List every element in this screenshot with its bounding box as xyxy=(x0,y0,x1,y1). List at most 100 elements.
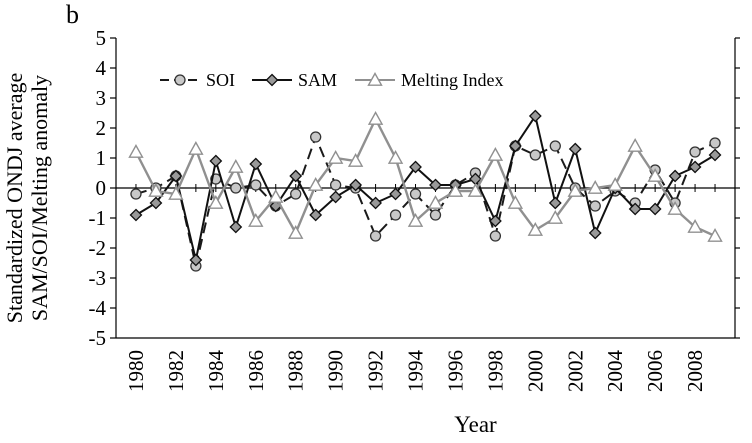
data-point xyxy=(230,182,242,194)
data-point xyxy=(389,187,402,201)
data-point xyxy=(527,222,544,236)
x-tick-label: 1990 xyxy=(324,350,348,392)
legend-label: Melting Index xyxy=(401,70,503,90)
x-tick-label: 1996 xyxy=(443,350,467,392)
y-tick-label: 5 xyxy=(96,26,107,50)
data-point xyxy=(289,169,303,183)
data-point xyxy=(488,214,502,228)
data-point xyxy=(268,189,284,203)
y-axis-label: Standardized ONDJ averageSAM/SOI/Melting… xyxy=(2,73,52,323)
y-tick-label: 1 xyxy=(96,146,107,170)
data-point xyxy=(389,209,402,221)
data-point xyxy=(429,209,442,221)
data-point xyxy=(409,160,422,174)
x-tick-label: 2006 xyxy=(643,350,667,392)
data-point xyxy=(647,168,663,182)
x-tick-label: 1984 xyxy=(204,350,228,393)
x-tick-label: 2002 xyxy=(563,350,587,392)
y-tick-label: -4 xyxy=(89,296,107,320)
y-tick-label: 4 xyxy=(96,56,107,80)
data-point xyxy=(369,196,382,210)
data-point xyxy=(208,195,224,209)
data-point xyxy=(708,148,722,162)
data-point xyxy=(429,178,442,192)
data-point xyxy=(367,111,384,125)
x-tick-label: 2000 xyxy=(523,350,547,392)
x-tick-label: 2004 xyxy=(603,350,627,393)
legend-marker xyxy=(367,72,383,86)
legend-item: SAM xyxy=(252,70,337,90)
series-line xyxy=(134,116,716,238)
data-point xyxy=(627,138,643,152)
legend-item: SOI xyxy=(160,70,235,90)
x-tick-label: 1998 xyxy=(483,350,507,392)
x-axis-label: Year xyxy=(454,412,497,437)
panel-label: b xyxy=(66,0,79,29)
data-point xyxy=(229,220,243,234)
y-tick-label: -1 xyxy=(89,206,107,230)
data-point xyxy=(607,177,623,191)
data-point xyxy=(687,219,703,233)
y-tick-label: 0 xyxy=(96,176,107,200)
data-point xyxy=(250,179,262,191)
data-point xyxy=(689,146,701,158)
axes: 5 4 3 2 1 0 -1 -2 -3 -4 -5 1980 1982 1984 1986 1988 1990… xyxy=(2,26,740,437)
y-axis-label-line: Standardized ONDJ average xyxy=(2,73,27,323)
data-point xyxy=(288,225,304,239)
series-layer xyxy=(128,109,723,272)
data-point xyxy=(347,153,364,167)
data-point xyxy=(387,150,404,164)
data-point xyxy=(169,169,183,183)
data-point xyxy=(307,177,324,191)
data-point xyxy=(568,142,582,156)
data-point xyxy=(290,188,302,200)
data-point xyxy=(129,208,143,222)
data-point xyxy=(248,213,264,227)
data-point xyxy=(709,137,721,149)
y-tick-label: -2 xyxy=(89,236,107,260)
data-point xyxy=(589,200,601,212)
data-point xyxy=(189,253,203,267)
data-point xyxy=(128,144,144,158)
series-line xyxy=(135,113,716,261)
data-point xyxy=(329,190,343,204)
data-point xyxy=(549,140,561,152)
data-point xyxy=(188,141,204,155)
data-point xyxy=(148,183,164,197)
data-point xyxy=(688,160,702,174)
data-point xyxy=(249,157,263,171)
x-tick-label: 1986 xyxy=(244,350,268,392)
legend-marker xyxy=(174,74,186,86)
data-point xyxy=(507,195,524,209)
data-point xyxy=(567,183,583,197)
data-point xyxy=(547,210,563,224)
x-tick-label: 2008 xyxy=(683,350,707,392)
legend-marker xyxy=(265,73,279,87)
y-tick-label: 3 xyxy=(96,86,107,110)
data-point xyxy=(427,195,444,209)
data-point xyxy=(487,147,504,161)
y-tick-label: -5 xyxy=(89,326,107,350)
data-point xyxy=(667,201,683,215)
data-point xyxy=(149,196,163,210)
data-point xyxy=(369,230,382,242)
data-point xyxy=(407,213,424,227)
data-point xyxy=(310,131,322,143)
legend: SOI SAM Melting Index xyxy=(160,70,503,90)
data-point xyxy=(327,150,344,164)
data-point xyxy=(447,183,464,197)
x-tick-label: 1992 xyxy=(364,350,388,392)
data-point xyxy=(349,178,363,192)
y-tick-label: -3 xyxy=(89,266,107,290)
x-tick-label: 1988 xyxy=(284,350,308,392)
data-point xyxy=(130,188,142,200)
data-point xyxy=(409,188,422,200)
legend-label: SAM xyxy=(298,70,337,90)
data-point xyxy=(209,154,223,168)
data-point xyxy=(548,196,562,210)
data-point xyxy=(529,149,541,161)
data-point xyxy=(309,208,323,222)
y-axis-label-line: SAM/SOI/Melting anomaly xyxy=(27,75,52,321)
